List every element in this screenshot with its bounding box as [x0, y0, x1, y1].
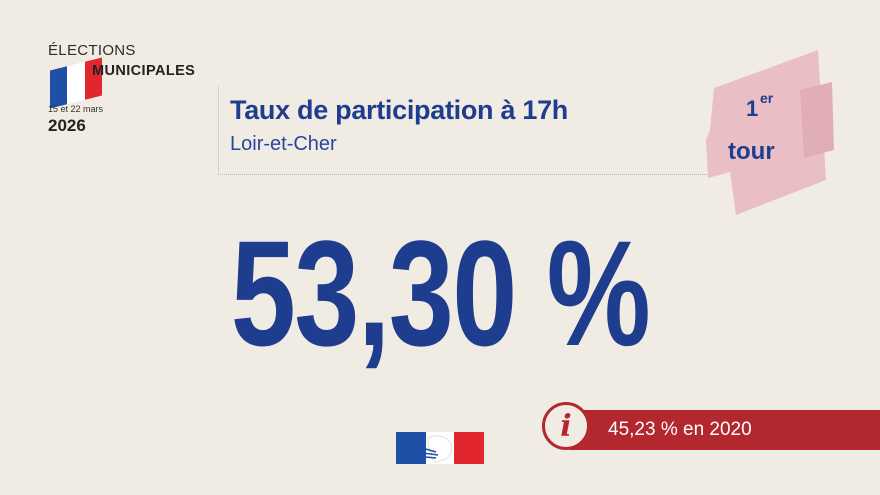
- round-superscript: er: [760, 90, 774, 106]
- page-title: Taux de participation à 17h: [230, 95, 568, 125]
- elections-logo: ÉLECTIONS MUNICIPALES 15 et 22 mars 2026: [46, 42, 216, 142]
- marianne-logo: [396, 432, 484, 464]
- round-word: tour: [728, 138, 775, 165]
- logo-year: 2026: [48, 116, 86, 135]
- round-number: 1: [746, 96, 759, 121]
- info-banner: 45,23 % en 2020: [570, 410, 880, 450]
- header-frame: [218, 86, 709, 175]
- logo-dates: 15 et 22 mars: [48, 104, 104, 114]
- info-icon: i: [542, 402, 590, 450]
- round-badge: 1 er tour: [700, 50, 840, 220]
- previous-rate-text: 45,23 % en 2020: [608, 419, 752, 440]
- logo-line1: ÉLECTIONS: [48, 42, 136, 59]
- department-name: Loir-et-Cher: [230, 133, 337, 155]
- logo-line2: MUNICIPALES: [92, 63, 196, 79]
- ribbon-shape: [706, 50, 834, 215]
- participation-rate: 53,30 %: [230, 209, 651, 377]
